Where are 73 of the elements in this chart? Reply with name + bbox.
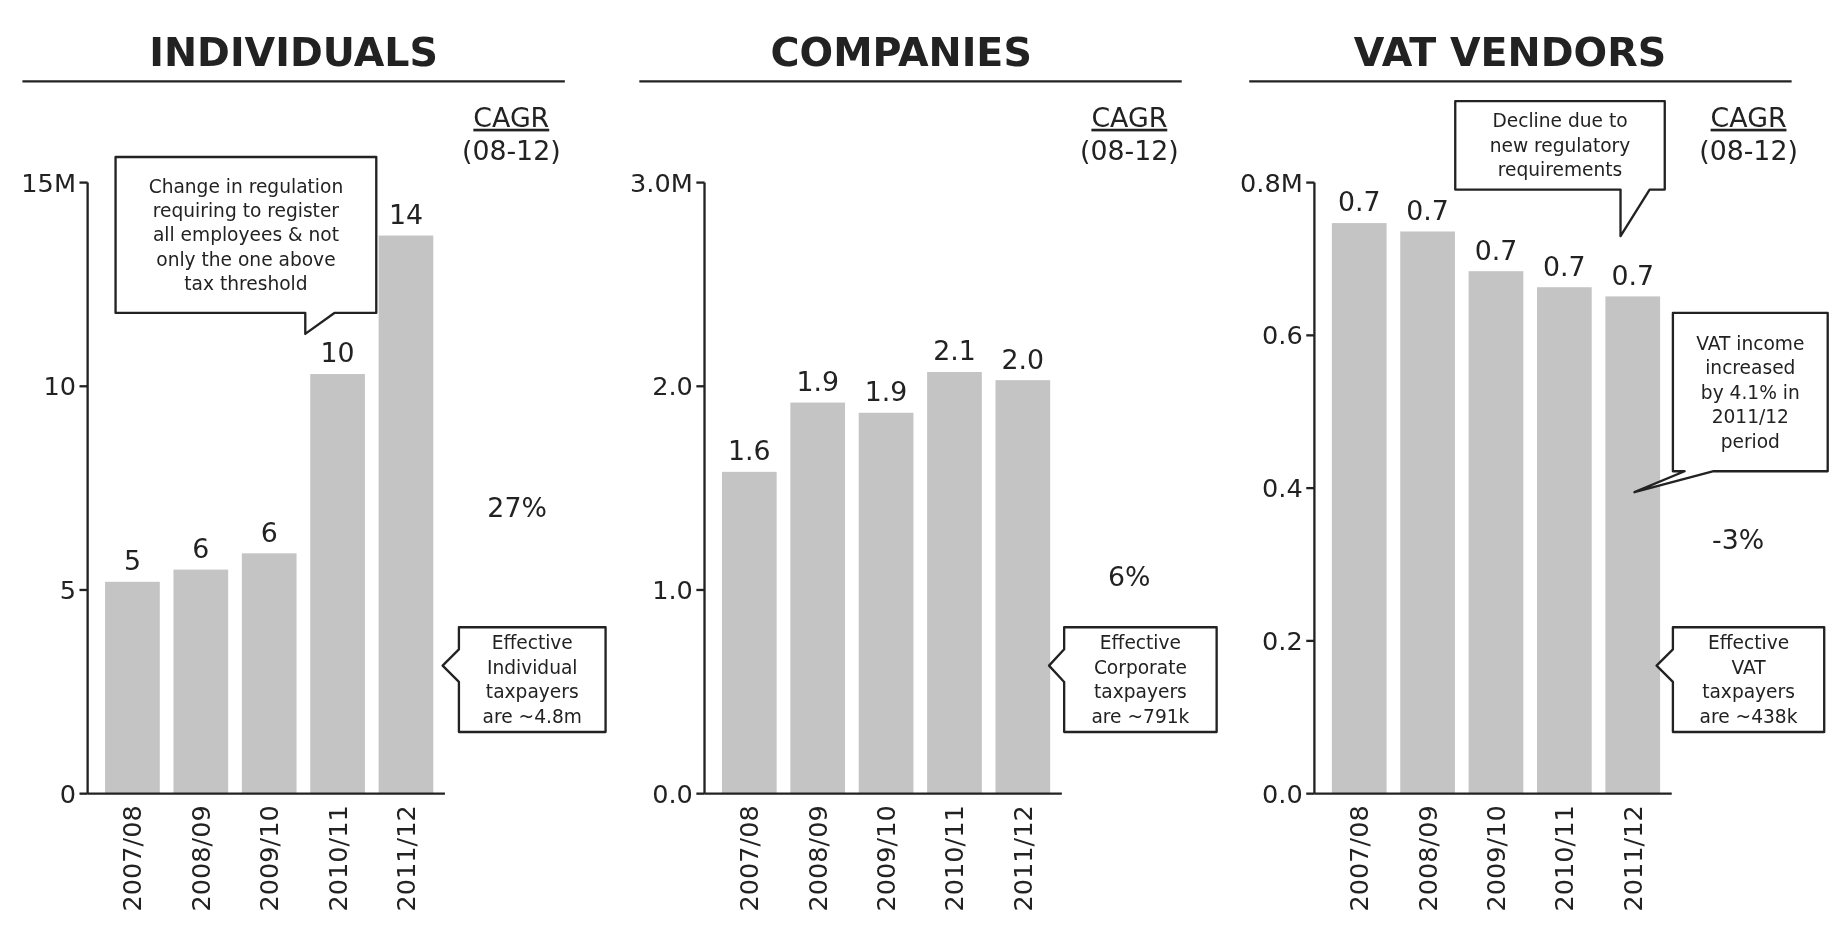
bar: [790, 402, 846, 794]
y-tick-label: 15M: [21, 167, 76, 198]
x-tick-label: 2010/11: [939, 805, 970, 912]
bar: [310, 374, 365, 794]
data-label: 6: [192, 532, 210, 564]
bar: [105, 581, 160, 794]
data-label: 2.1: [933, 335, 976, 367]
text: 27%: [487, 491, 547, 523]
bar: [173, 569, 229, 794]
y-tick-label: 5: [59, 574, 76, 605]
bar: [1468, 271, 1524, 794]
y-tick-label: 0: [59, 778, 76, 809]
annotation: Change in regulation requiring to register all employees & not only the one above tax threshold: [148, 175, 344, 295]
x-tick-label: 2010/11: [322, 805, 353, 912]
x-tick-label: 2011/12: [1007, 805, 1038, 912]
data-label: 0.7: [1337, 186, 1381, 218]
bar: [1400, 231, 1455, 794]
data-label: 0.7: [1543, 250, 1586, 282]
x-tick-label: 2011/12: [1617, 805, 1648, 912]
bar: [1605, 296, 1661, 794]
bar: [1331, 223, 1387, 794]
data-label: 1.9: [864, 376, 908, 408]
data-label: 0.7: [1474, 234, 1518, 266]
y-tick-label: 0.8M: [1239, 167, 1303, 198]
chart-title: COMPANIES: [770, 29, 1032, 76]
data-label: 6: [260, 516, 278, 548]
bar: [721, 471, 777, 794]
y-tick-label: 0.0: [1262, 778, 1303, 809]
x-tick-label: 2009/10: [1480, 805, 1511, 912]
x-tick-label: 2011/12: [390, 805, 421, 912]
text: Decline due to new regulatory requirements: [1489, 110, 1631, 181]
chart-title: VAT VENDORS: [1353, 29, 1667, 76]
y-tick-label: 2.0: [652, 371, 693, 402]
data-label: 1.6: [728, 435, 771, 467]
text: VAT income increased by 4.1% in 2011/12 period: [1696, 332, 1805, 452]
text: Effective VAT taxpayers are ~438k: [1699, 632, 1798, 727]
bar: [241, 553, 297, 794]
x-tick-label: 2007/08: [734, 805, 765, 912]
x-tick-label: 2007/08: [117, 805, 148, 912]
data-label: 5: [123, 545, 141, 577]
y-tick-label: 3.0M: [630, 167, 693, 198]
bar: [858, 412, 914, 794]
x-tick-label: 2007/08: [1344, 805, 1375, 912]
data-label: 10: [320, 337, 355, 369]
text: 6%: [1108, 561, 1151, 593]
y-tick-label: 0.0: [652, 778, 693, 809]
chart-title: INDIVIDUALS: [149, 29, 439, 76]
text: Effective Individual taxpayers are ~4.8m: [482, 632, 582, 727]
data-label: 2.0: [1001, 343, 1045, 375]
data-label: 0.7: [1406, 194, 1449, 226]
text: -3%: [1712, 524, 1765, 556]
y-tick-label: 0.2: [1262, 625, 1303, 656]
text: CAGR (08-12): [1080, 101, 1179, 167]
bar: [378, 235, 434, 794]
text: CAGR (08-12): [461, 101, 561, 167]
data-label: 14: [388, 198, 423, 230]
y-tick-label: 10: [43, 371, 76, 402]
y-tick-label: 1.0: [652, 574, 693, 605]
x-tick-label: 2009/10: [254, 805, 285, 912]
y-tick-label: 0.6: [1262, 320, 1303, 351]
x-tick-label: 2008/09: [1412, 805, 1443, 912]
y-tick-label: 0.4: [1262, 473, 1303, 504]
bar: [927, 372, 982, 794]
bar: [995, 380, 1051, 794]
x-tick-label: 2008/09: [185, 805, 216, 912]
text: Effective Corporate taxpayers are ~791k: [1091, 632, 1190, 727]
x-tick-label: 2009/10: [871, 805, 902, 912]
x-tick-label: 2008/09: [802, 805, 833, 912]
text: CAGR (08-12): [1699, 101, 1798, 167]
data-label: 0.7: [1611, 259, 1655, 291]
x-tick-label: 2010/11: [1549, 805, 1580, 912]
data-label: 1.9: [796, 365, 839, 397]
bar: [1537, 287, 1592, 794]
